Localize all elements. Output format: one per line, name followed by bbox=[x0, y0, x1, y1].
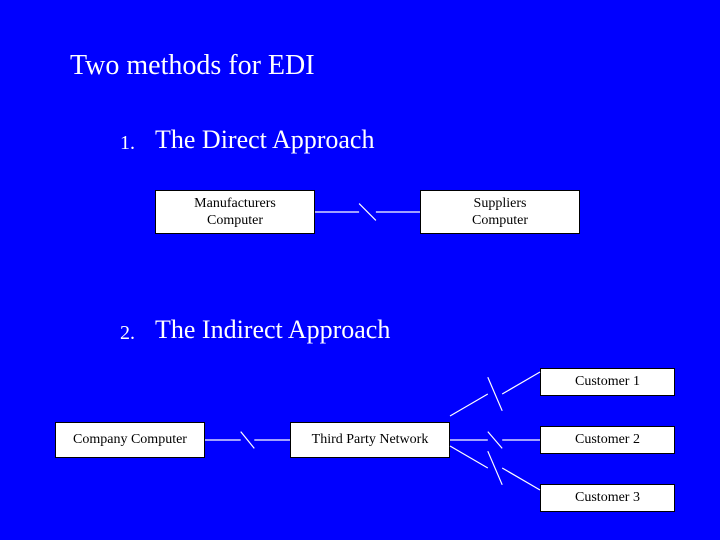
connector-thirdparty-customer1 bbox=[450, 370, 540, 418]
slide: Two methods for EDI 1. The Direct Approa… bbox=[0, 0, 720, 540]
section2-number: 2. bbox=[120, 322, 135, 345]
slide-title: Two methods for EDI bbox=[70, 50, 315, 82]
box-company-label: Company Computer bbox=[73, 431, 187, 449]
box-customer-3: Customer 3 bbox=[540, 484, 675, 512]
box-manufacturers-line2: Computer bbox=[207, 213, 263, 228]
box-customer-1: Customer 1 bbox=[540, 368, 675, 396]
box-company-computer: Company Computer bbox=[55, 422, 205, 458]
section1-number: 1. bbox=[120, 132, 135, 155]
connector-manufacturers-suppliers bbox=[315, 200, 420, 224]
box-manufacturers-computer: Manufacturers Computer bbox=[155, 190, 315, 234]
box-thirdparty-label: Third Party Network bbox=[312, 431, 429, 449]
box-suppliers-line1: Suppliers bbox=[474, 196, 527, 211]
box-customer3-label: Customer 3 bbox=[575, 489, 640, 507]
section2-heading: The Indirect Approach bbox=[155, 315, 390, 345]
box-third-party-network: Third Party Network bbox=[290, 422, 450, 458]
connector-thirdparty-customer3 bbox=[450, 444, 540, 492]
connector-company-thirdparty bbox=[205, 428, 290, 452]
section1-heading: The Direct Approach bbox=[155, 125, 374, 155]
box-manufacturers-line1: Manufacturers bbox=[194, 196, 276, 211]
box-customer-2: Customer 2 bbox=[540, 426, 675, 454]
box-customer1-label: Customer 1 bbox=[575, 373, 640, 391]
box-customer2-label: Customer 2 bbox=[575, 431, 640, 449]
box-suppliers-computer: Suppliers Computer bbox=[420, 190, 580, 234]
box-suppliers-line2: Computer bbox=[472, 213, 528, 228]
